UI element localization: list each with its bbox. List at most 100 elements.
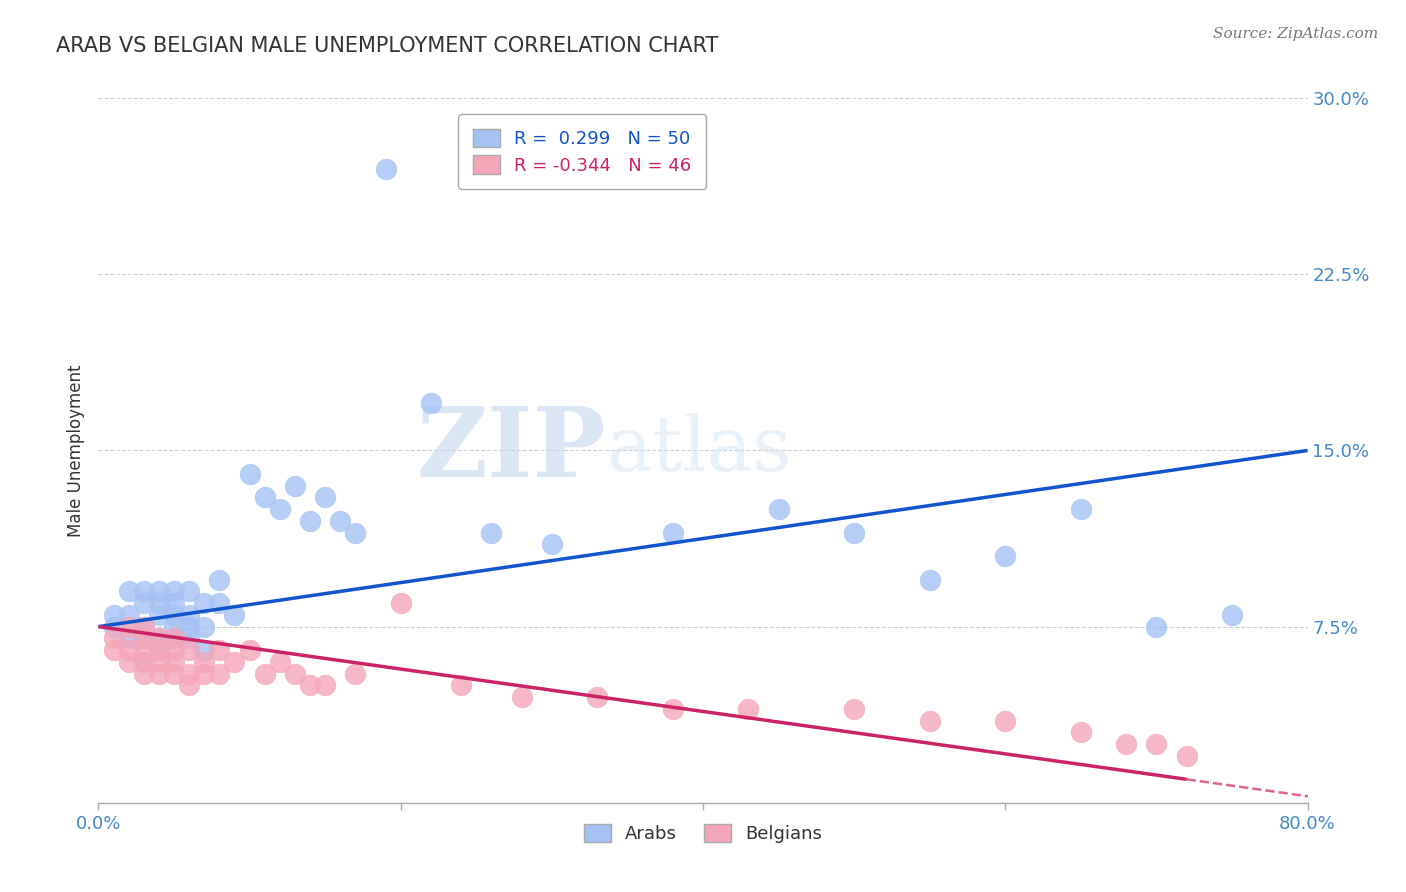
Point — [918, 573, 941, 587]
Point — [586, 690, 609, 705]
Point — [481, 525, 503, 540]
Point — [208, 596, 231, 610]
Point — [239, 467, 262, 481]
Point — [148, 632, 170, 646]
Point — [420, 396, 443, 410]
Point — [163, 584, 186, 599]
Point — [1175, 748, 1198, 763]
Point — [208, 643, 231, 657]
Point — [314, 491, 336, 505]
Point — [299, 678, 322, 692]
Point — [103, 619, 125, 633]
Point — [148, 643, 170, 657]
Point — [179, 643, 201, 657]
Point — [179, 619, 201, 633]
Point — [148, 596, 170, 610]
Point — [163, 655, 186, 669]
Point — [1070, 502, 1092, 516]
Point — [737, 702, 759, 716]
Text: ARAB VS BELGIAN MALE UNEMPLOYMENT CORRELATION CHART: ARAB VS BELGIAN MALE UNEMPLOYMENT CORREL… — [56, 36, 718, 55]
Point — [344, 666, 367, 681]
Point — [450, 678, 472, 692]
Text: Source: ZipAtlas.com: Source: ZipAtlas.com — [1212, 27, 1378, 41]
Point — [193, 596, 215, 610]
Point — [148, 632, 170, 646]
Point — [284, 478, 307, 492]
Point — [1144, 619, 1167, 633]
Point — [1220, 607, 1243, 622]
Point — [118, 655, 141, 669]
Point — [344, 525, 367, 540]
Point — [148, 643, 170, 657]
Point — [269, 502, 291, 516]
Point — [389, 596, 412, 610]
Point — [118, 619, 141, 633]
Text: atlas: atlas — [606, 414, 792, 487]
Point — [374, 161, 396, 176]
Point — [208, 573, 231, 587]
Point — [314, 678, 336, 692]
Point — [179, 666, 201, 681]
Y-axis label: Male Unemployment: Male Unemployment — [66, 364, 84, 537]
Point — [208, 666, 231, 681]
Point — [1144, 737, 1167, 751]
Point — [661, 525, 683, 540]
Point — [148, 607, 170, 622]
Point — [284, 666, 307, 681]
Point — [163, 596, 186, 610]
Point — [132, 666, 155, 681]
Point — [844, 702, 866, 716]
Point — [148, 655, 170, 669]
Legend: Arabs, Belgians: Arabs, Belgians — [576, 816, 830, 850]
Point — [118, 632, 141, 646]
Point — [163, 607, 186, 622]
Point — [103, 632, 125, 646]
Point — [510, 690, 533, 705]
Text: ZIP: ZIP — [416, 403, 606, 498]
Point — [163, 632, 186, 646]
Point — [103, 607, 125, 622]
Point — [103, 643, 125, 657]
Point — [918, 714, 941, 728]
Point — [118, 584, 141, 599]
Point — [148, 666, 170, 681]
Point — [132, 655, 155, 669]
Point — [179, 632, 201, 646]
Point — [132, 632, 155, 646]
Point — [224, 607, 246, 622]
Point — [844, 525, 866, 540]
Point — [661, 702, 683, 716]
Point — [1070, 725, 1092, 739]
Point — [163, 619, 186, 633]
Point — [193, 643, 215, 657]
Point — [193, 619, 215, 633]
Point — [132, 655, 155, 669]
Point — [163, 666, 186, 681]
Point — [132, 619, 155, 633]
Point — [269, 655, 291, 669]
Point — [329, 514, 352, 528]
Point — [253, 666, 276, 681]
Point — [540, 537, 562, 551]
Point — [163, 632, 186, 646]
Point — [179, 584, 201, 599]
Point — [132, 619, 155, 633]
Point — [132, 584, 155, 599]
Point — [163, 643, 186, 657]
Point — [994, 549, 1017, 564]
Point — [224, 655, 246, 669]
Point — [132, 596, 155, 610]
Point — [994, 714, 1017, 728]
Point — [1115, 737, 1137, 751]
Point — [239, 643, 262, 657]
Point — [118, 643, 141, 657]
Point — [132, 632, 155, 646]
Point — [768, 502, 790, 516]
Point — [253, 491, 276, 505]
Point — [118, 607, 141, 622]
Point — [132, 643, 155, 657]
Point — [179, 678, 201, 692]
Point — [193, 666, 215, 681]
Point — [179, 607, 201, 622]
Point — [299, 514, 322, 528]
